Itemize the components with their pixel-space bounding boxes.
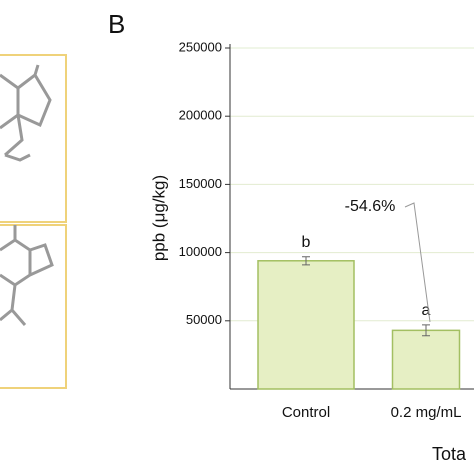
x-tick-label: Control (282, 404, 330, 421)
panel-label: B (108, 9, 125, 39)
annotation: -54.6% (345, 198, 396, 215)
y-tick-label: 150000 (179, 176, 222, 191)
structure-panel (0, 54, 67, 389)
bar (257, 260, 355, 390)
bar (391, 329, 461, 390)
y-tick-label: 50000 (186, 312, 222, 327)
x-axis-label: Tota (432, 444, 467, 464)
significance-label: b (302, 234, 311, 251)
y-tick-label: 200000 (179, 108, 222, 123)
significance-label: a (422, 302, 431, 319)
annotation-line (404, 202, 431, 323)
error-bar (302, 256, 310, 266)
error-bar (422, 324, 430, 337)
y-axis-label: ppb (μg/kg) (149, 175, 168, 261)
y-tick-label: 250000 (179, 39, 222, 54)
y-tick-label: 100000 (179, 244, 222, 259)
x-tick-label: 0.2 mg/mL (391, 404, 462, 421)
